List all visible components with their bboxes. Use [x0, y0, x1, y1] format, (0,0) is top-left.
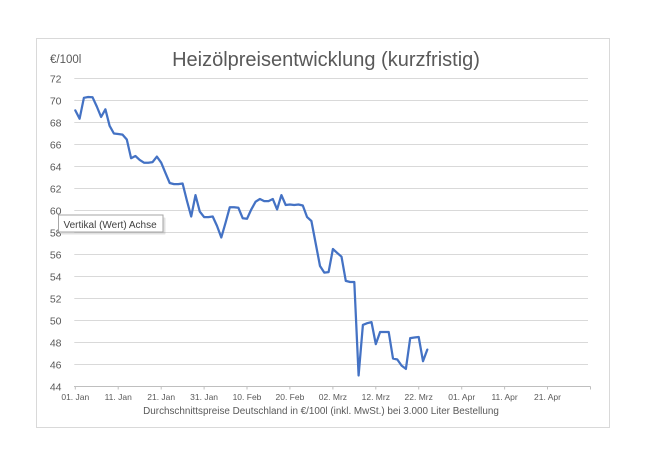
svg-text:20. Feb: 20. Feb: [275, 392, 304, 402]
svg-text:10. Feb: 10. Feb: [233, 392, 262, 402]
svg-text:50: 50: [50, 315, 62, 327]
svg-text:72: 72: [50, 73, 62, 85]
svg-text:60: 60: [50, 205, 62, 217]
svg-text:11. Apr: 11. Apr: [491, 392, 517, 402]
svg-text:22. Mrz: 22. Mrz: [405, 392, 433, 402]
svg-text:48: 48: [50, 337, 62, 349]
svg-text:31. Jan: 31. Jan: [190, 392, 218, 402]
svg-text:46: 46: [50, 359, 62, 371]
svg-text:58: 58: [50, 227, 62, 239]
svg-text:54: 54: [50, 271, 62, 283]
svg-text:70: 70: [50, 95, 62, 107]
svg-text:68: 68: [50, 117, 62, 129]
svg-text:11. Jan: 11. Jan: [105, 392, 133, 402]
svg-text:56: 56: [50, 249, 62, 261]
svg-text:21. Jan: 21. Jan: [147, 392, 175, 402]
svg-text:62: 62: [50, 183, 62, 195]
svg-text:21. Apr: 21. Apr: [534, 392, 561, 402]
svg-text:01. Jan: 01. Jan: [61, 392, 89, 402]
svg-text:66: 66: [50, 139, 62, 151]
svg-text:02. Mrz: 02. Mrz: [319, 392, 347, 402]
svg-text:Durchschnittspreise Deutschlan: Durchschnittspreise Deutschland in €/100…: [143, 406, 499, 417]
svg-text:01. Apr: 01. Apr: [448, 392, 475, 402]
svg-text:64: 64: [50, 161, 62, 173]
svg-text:44: 44: [50, 381, 62, 393]
svg-text:Heizölpreisentwicklung (kurzfr: Heizölpreisentwicklung (kurzfristig): [172, 49, 480, 71]
svg-text:€/100l: €/100l: [50, 54, 81, 66]
svg-text:52: 52: [50, 293, 62, 305]
svg-text:Vertikal (Wert) Achse: Vertikal (Wert) Achse: [64, 220, 158, 231]
svg-text:12. Mrz: 12. Mrz: [362, 392, 390, 402]
